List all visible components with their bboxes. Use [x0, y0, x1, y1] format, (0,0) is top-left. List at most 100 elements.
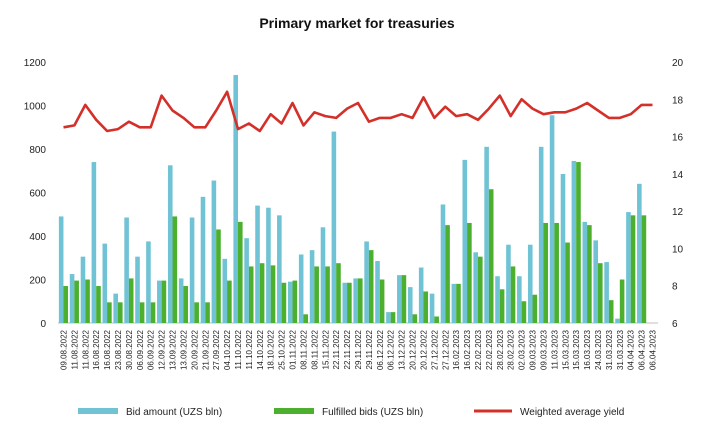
bar-bid-amount — [615, 318, 620, 323]
legend-label-fulfilled-bids: Fulfilled bids (UZS bln) — [322, 407, 423, 418]
y-left-tick-label: 400 — [29, 232, 46, 243]
x-tick-label: 25.10.2022 — [278, 329, 287, 370]
x-tick-label: 20.09.2022 — [190, 329, 199, 370]
bar-bid-amount — [626, 212, 631, 323]
x-tick-label: 09.03.2023 — [529, 329, 538, 370]
bar-fulfilled-bids — [619, 279, 625, 323]
y-left-tick-label: 1000 — [24, 102, 47, 113]
bar-bid-amount — [506, 244, 511, 323]
legend-swatch-bid-amount — [78, 408, 118, 414]
bar-bid-amount — [58, 216, 64, 323]
bar-bid-amount — [233, 75, 238, 323]
x-tick-label: 28.02.2023 — [496, 329, 505, 370]
x-tick-label: 16.02.2023 — [463, 329, 472, 370]
bar-bid-amount — [287, 281, 293, 323]
bar-fulfilled-bids — [641, 215, 647, 323]
bar-fulfilled-bids — [467, 222, 472, 323]
x-tick-label: 29.11.2022 — [354, 329, 363, 369]
bar-fulfilled-bids — [358, 278, 363, 323]
bar-fulfilled-bids — [445, 225, 450, 323]
x-tick-label: 28.02.2023 — [507, 329, 516, 370]
bar-bid-amount — [440, 204, 446, 323]
bar-bid-amount — [560, 174, 566, 323]
x-tick-label: 27.09.2022 — [212, 329, 221, 370]
bar-bid-amount — [255, 205, 260, 323]
y-right-tick-label: 20 — [672, 58, 684, 69]
bar-fulfilled-bids — [456, 283, 461, 323]
bar-bid-amount — [538, 146, 544, 323]
y-left-tick-label: 600 — [29, 189, 46, 200]
bar-fulfilled-bids — [608, 300, 614, 323]
x-tick-label: 12.09.2022 — [158, 329, 167, 370]
x-tick-label: 06.09.2022 — [136, 329, 145, 370]
bar-bid-amount — [277, 215, 282, 323]
legend: Bid amount (UZS bln) Fulfilled bids (UZS… — [78, 407, 624, 418]
bar-fulfilled-bids — [238, 221, 243, 323]
bar-bid-amount — [266, 207, 271, 323]
x-tick-label: 21.09.2022 — [201, 329, 210, 370]
bar-fulfilled-bids — [478, 256, 483, 323]
x-tick-label: 20.12.2022 — [419, 329, 428, 370]
bar-fulfilled-bids — [128, 278, 134, 323]
bar-bid-amount — [309, 250, 315, 323]
x-tick-label: 27.12.2022 — [430, 329, 439, 370]
bar-bid-amount — [375, 261, 380, 323]
bar-bid-amount — [637, 183, 642, 323]
x-tick-label: 09.03.2023 — [539, 329, 548, 370]
x-tick-label: 11.08.2022 — [70, 329, 79, 369]
x-tick-label: 31.03.2023 — [616, 329, 625, 370]
bar-fulfilled-bids — [292, 280, 298, 323]
x-tick-label: 06.09.2022 — [147, 329, 156, 370]
bar-bid-amount — [200, 196, 206, 323]
x-tick-label: 06.04.2023 — [649, 329, 658, 370]
bar-bid-amount — [593, 240, 598, 323]
bar-bid-amount — [211, 180, 217, 323]
bar-fulfilled-bids — [401, 275, 407, 323]
bar-fulfilled-bids — [510, 266, 516, 323]
x-tick-label: 11.10.2022 — [245, 329, 254, 369]
x-tick-label: 15.03.2023 — [561, 329, 570, 370]
bar-fulfilled-bids — [248, 266, 254, 323]
x-tick-label: 09.08.2022 — [59, 329, 68, 370]
bar-fulfilled-bids — [85, 279, 90, 323]
bar-bid-amount — [298, 254, 304, 323]
y-right-tick-label: 14 — [672, 170, 684, 181]
bar-fulfilled-bids — [161, 280, 167, 323]
x-tick-label: 22.02.2023 — [474, 329, 483, 370]
x-tick-label: 04.04.2023 — [627, 329, 636, 370]
bar-bid-amount — [407, 287, 413, 323]
x-tick-label: 02.03.2023 — [518, 329, 527, 370]
bar-fulfilled-bids — [412, 314, 418, 323]
y-left-tick-label: 200 — [29, 276, 46, 287]
bar-fulfilled-bids — [194, 302, 199, 323]
bar-fulfilled-bids — [423, 291, 429, 323]
bar-bid-amount — [495, 276, 500, 323]
y-right-tick-label: 18 — [672, 95, 684, 106]
legend-label-weighted-average-yield: Weighted average yield — [520, 407, 624, 418]
bar-fulfilled-bids — [118, 302, 123, 323]
bar-fulfilled-bids — [576, 162, 581, 323]
y-right-tick-label: 8 — [672, 282, 678, 293]
y-left-tick-label: 800 — [29, 145, 46, 156]
bar-bid-amount — [113, 293, 118, 323]
x-tick-label: 13.09.2022 — [179, 329, 188, 370]
bar-fulfilled-bids — [314, 266, 319, 323]
bar-fulfilled-bids — [587, 225, 592, 323]
bar-fulfilled-bids — [488, 189, 494, 323]
bar-bid-amount — [386, 312, 391, 323]
bar-bid-amount — [146, 241, 151, 323]
bar-bid-amount — [178, 278, 184, 323]
bar-fulfilled-bids — [532, 294, 538, 323]
bar-bid-amount — [429, 293, 435, 323]
bar-fulfilled-bids — [554, 222, 559, 323]
x-tick-label: 13.12.2022 — [398, 329, 407, 370]
bar-fulfilled-bids — [150, 302, 156, 323]
bar-bid-amount — [549, 115, 555, 323]
bar-bid-amount — [222, 258, 228, 323]
bar-bid-amount — [451, 283, 457, 323]
x-tick-label: 16.08.2022 — [92, 329, 101, 370]
bar-bid-amount — [397, 275, 402, 323]
x-tick-label: 24.03.2023 — [594, 329, 603, 370]
x-tick-label: 04.10.2022 — [223, 329, 232, 370]
